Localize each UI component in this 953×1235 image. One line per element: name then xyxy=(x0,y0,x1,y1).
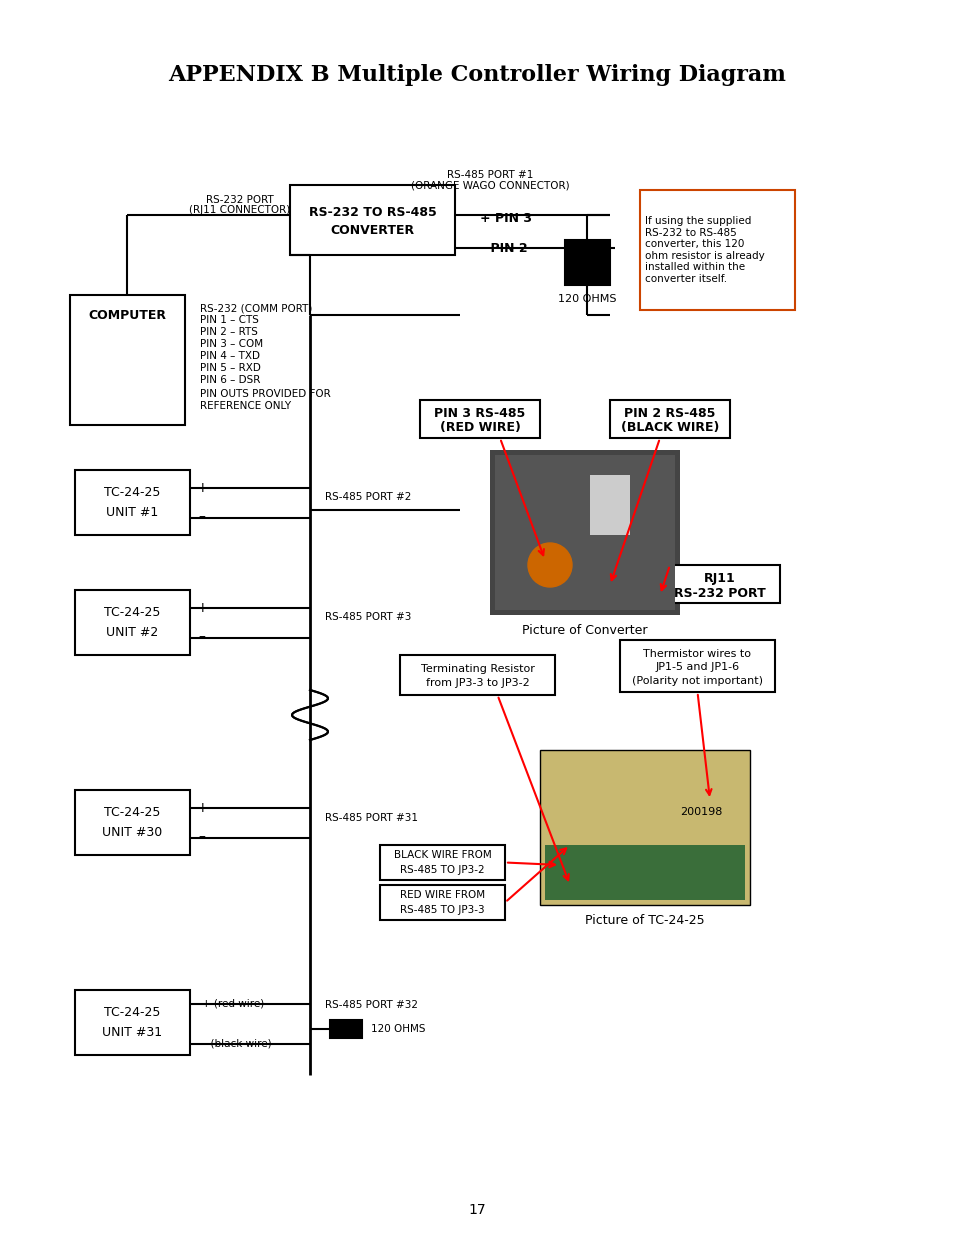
Text: UNIT #30: UNIT #30 xyxy=(102,825,162,839)
Text: TC-24-25: TC-24-25 xyxy=(104,805,160,819)
Text: PIN OUTS PROVIDED FOR: PIN OUTS PROVIDED FOR xyxy=(200,389,331,399)
FancyBboxPatch shape xyxy=(589,475,629,535)
Text: (ORANGE WAGO CONNECTOR): (ORANGE WAGO CONNECTOR) xyxy=(410,180,569,190)
Text: +: + xyxy=(196,480,208,495)
Text: + PIN 3: + PIN 3 xyxy=(479,211,532,225)
Text: (Polarity not important): (Polarity not important) xyxy=(631,676,762,685)
Text: REFERENCE ONLY: REFERENCE ONLY xyxy=(200,401,291,411)
Text: Picture of TC-24-25: Picture of TC-24-25 xyxy=(584,914,704,926)
FancyBboxPatch shape xyxy=(75,471,190,535)
FancyBboxPatch shape xyxy=(75,990,190,1055)
Text: CONVERTER: CONVERTER xyxy=(330,224,415,236)
Text: from JP3-3 to JP3-2: from JP3-3 to JP3-2 xyxy=(425,678,529,688)
Text: (RED WIRE): (RED WIRE) xyxy=(439,420,520,433)
FancyBboxPatch shape xyxy=(539,750,749,905)
FancyBboxPatch shape xyxy=(490,450,679,615)
Text: PIN 3 – COM: PIN 3 – COM xyxy=(200,338,263,350)
Text: RS-485 PORT #1: RS-485 PORT #1 xyxy=(446,170,533,180)
FancyBboxPatch shape xyxy=(290,185,455,254)
FancyBboxPatch shape xyxy=(419,400,539,438)
FancyBboxPatch shape xyxy=(639,190,794,310)
Text: (BLACK WIRE): (BLACK WIRE) xyxy=(620,420,719,433)
Text: 120 OHMS: 120 OHMS xyxy=(558,294,616,304)
FancyBboxPatch shape xyxy=(399,655,555,695)
FancyBboxPatch shape xyxy=(330,1020,361,1037)
Text: RS-232 (COMM PORT): RS-232 (COMM PORT) xyxy=(200,303,312,312)
Text: PIN 2 RS-485: PIN 2 RS-485 xyxy=(623,406,715,420)
Text: TC-24-25: TC-24-25 xyxy=(104,485,160,499)
Text: RS-485 PORT #3: RS-485 PORT #3 xyxy=(325,613,411,622)
Text: Thermistor wires to: Thermistor wires to xyxy=(643,650,751,659)
Text: 17: 17 xyxy=(468,1203,485,1216)
Text: RS-485 TO JP3-2: RS-485 TO JP3-2 xyxy=(399,864,484,876)
FancyBboxPatch shape xyxy=(379,885,504,920)
Text: –: – xyxy=(198,831,205,845)
Text: TC-24-25: TC-24-25 xyxy=(104,605,160,619)
Text: RS-232 PORT: RS-232 PORT xyxy=(674,587,765,599)
Text: If using the supplied
RS-232 to RS-485
converter, this 120
ohm resistor is alrea: If using the supplied RS-232 to RS-485 c… xyxy=(644,216,764,284)
Text: PIN 2 – RTS: PIN 2 – RTS xyxy=(200,327,257,337)
Text: JP1-5 and JP1-6: JP1-5 and JP1-6 xyxy=(655,662,739,672)
Text: BLACK WIRE FROM: BLACK WIRE FROM xyxy=(394,850,491,860)
Text: (RJ11 CONNECTOR): (RJ11 CONNECTOR) xyxy=(190,205,291,215)
FancyBboxPatch shape xyxy=(75,790,190,855)
Text: UNIT #31: UNIT #31 xyxy=(102,1025,162,1039)
Text: –: – xyxy=(198,511,205,525)
Text: RS-232 PORT: RS-232 PORT xyxy=(206,195,274,205)
FancyBboxPatch shape xyxy=(495,454,675,610)
Text: PIN 1 – CTS: PIN 1 – CTS xyxy=(200,315,258,325)
FancyBboxPatch shape xyxy=(379,845,504,881)
Text: PIN 4 – TXD: PIN 4 – TXD xyxy=(200,351,260,361)
Text: + (red wire): + (red wire) xyxy=(202,999,264,1009)
FancyBboxPatch shape xyxy=(75,590,190,655)
Text: PIN 5 – RXD: PIN 5 – RXD xyxy=(200,363,260,373)
Text: TC-24-25: TC-24-25 xyxy=(104,1005,160,1019)
Text: RS-485 PORT #2: RS-485 PORT #2 xyxy=(325,492,411,501)
Circle shape xyxy=(527,543,572,587)
Text: – (black wire): – (black wire) xyxy=(202,1039,272,1049)
Text: UNIT #1: UNIT #1 xyxy=(107,505,158,519)
FancyBboxPatch shape xyxy=(609,400,729,438)
Text: APPENDIX B Multiple Controller Wiring Diagram: APPENDIX B Multiple Controller Wiring Di… xyxy=(168,64,785,86)
FancyBboxPatch shape xyxy=(70,295,185,425)
FancyBboxPatch shape xyxy=(659,564,780,603)
FancyBboxPatch shape xyxy=(544,845,744,900)
Text: RED WIRE FROM: RED WIRE FROM xyxy=(399,890,484,900)
Text: – PIN 2: – PIN 2 xyxy=(479,242,527,254)
FancyBboxPatch shape xyxy=(305,690,335,740)
Text: PIN 3 RS-485: PIN 3 RS-485 xyxy=(434,406,525,420)
Text: +: + xyxy=(196,601,208,615)
Text: UNIT #2: UNIT #2 xyxy=(107,625,158,638)
Text: RS-485 TO JP3-3: RS-485 TO JP3-3 xyxy=(399,905,484,915)
Text: RS-232 TO RS-485: RS-232 TO RS-485 xyxy=(309,205,436,219)
Text: RS-485 PORT #31: RS-485 PORT #31 xyxy=(325,813,417,823)
Text: 200198: 200198 xyxy=(679,806,721,818)
Text: COMPUTER: COMPUTER xyxy=(89,309,167,321)
Text: Terminating Resistor: Terminating Resistor xyxy=(420,664,534,674)
Text: 120 OHMS: 120 OHMS xyxy=(371,1024,425,1034)
Text: RJ11: RJ11 xyxy=(703,572,735,584)
FancyBboxPatch shape xyxy=(564,240,609,285)
Text: RS-485 PORT #32: RS-485 PORT #32 xyxy=(325,1000,417,1010)
FancyBboxPatch shape xyxy=(619,640,774,692)
Text: PIN 6 – DSR: PIN 6 – DSR xyxy=(200,375,260,385)
Text: Picture of Converter: Picture of Converter xyxy=(521,624,647,636)
Text: –: – xyxy=(198,631,205,645)
Text: +: + xyxy=(196,802,208,815)
